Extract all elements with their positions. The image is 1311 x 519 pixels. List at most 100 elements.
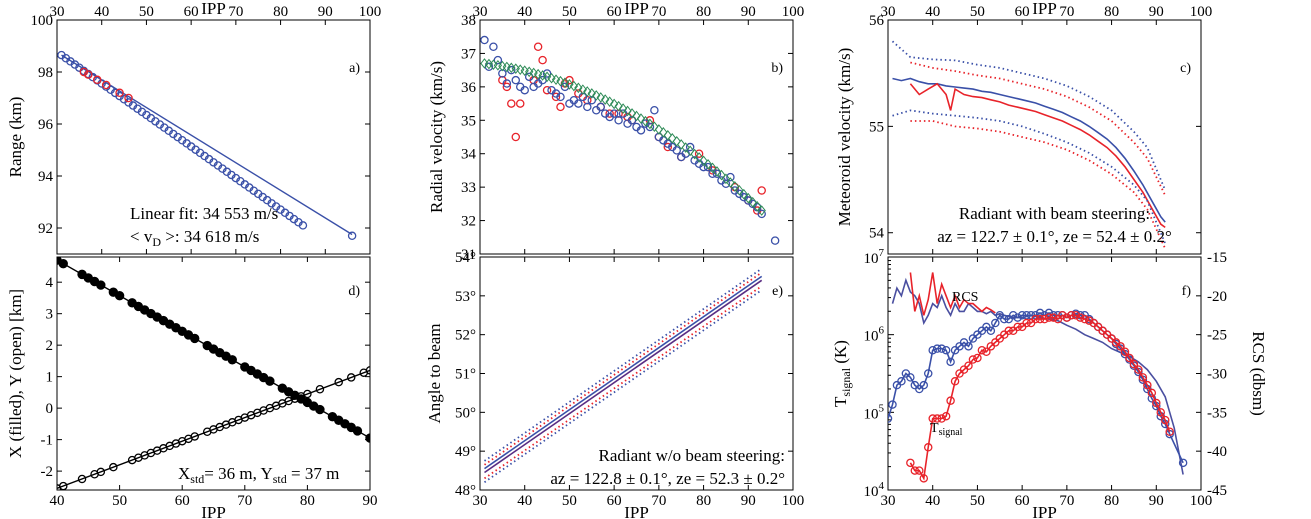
data-point [101,80,111,90]
plot-frame [56,19,371,255]
y-tick-label: 105 [864,402,885,422]
data-point [551,92,561,102]
data-point [578,84,587,95]
x-tick-label: 40 [517,4,532,20]
y-tick-label: 55 [869,119,884,135]
data-point [365,433,370,443]
x-tick-label: 30 [881,4,896,20]
y2-tick-label: -30 [1207,367,1227,383]
x-tick-label: 60 [607,4,622,20]
x-tick-label: 100 [1190,4,1213,20]
y2-tick-label: -40 [1207,444,1227,460]
x-tick-label: 80 [696,493,711,509]
data-point [574,99,583,108]
x-tick-label: 80 [300,493,315,509]
panel-d-xy-position: 40 50 60 70 80 90 -2 -1 0 1 2 3 4 IPP X (filled), Y (o… [6,256,378,519]
data-point [654,124,663,135]
data-point [525,66,534,78]
data-point [672,135,681,147]
data-point [520,65,529,77]
data-point [1013,313,1022,322]
tsignal-line [909,314,1171,481]
data-point [694,152,704,163]
x-tick-label: 80 [1104,4,1119,20]
data-point [686,145,695,157]
y-tick-label: 4 [46,275,54,291]
annotation-fit: Linear fit: 34 553 m/s [130,204,278,223]
data-point [1076,313,1085,322]
y-tick-label: 0 [46,401,54,417]
x-tick-label: 70 [228,4,243,20]
data-point [708,169,717,179]
data-point [641,115,650,127]
x-tick-label: 70 [237,493,252,509]
data-point [1084,316,1094,325]
data-point [587,95,597,105]
data-point [515,99,525,108]
data-point [757,209,766,219]
y-axis-label: Radial velocity (km/s) [427,61,446,213]
data-point [84,70,93,79]
data-point [347,231,357,241]
data-point [493,55,503,65]
data-point [690,148,699,160]
data-point [1013,322,1022,332]
confidence-line [910,61,1167,196]
x-tick-label: 90 [1149,493,1164,509]
x-axis-label: IPP [1032,503,1057,519]
data-point [928,414,937,423]
x-axis-label-top: IPP [201,0,226,18]
data-point [346,373,356,382]
data-point [533,68,543,80]
data-point [502,79,512,88]
data-point [650,106,659,115]
velocity-line [892,77,1166,223]
data-point [919,380,929,390]
data-point [623,105,632,117]
data-point [480,35,489,45]
data-point [315,384,325,394]
data-point [977,345,987,355]
y-tick-label: 92 [38,221,53,237]
data-point [1125,353,1134,363]
x-tick-label: 80 [696,4,711,20]
y-tick-label: 100 [31,13,54,29]
data-point [650,121,659,132]
data-point [991,318,1000,328]
y-tick-label: 51° [455,367,476,383]
panel-a-range: 30 40 50 60 70 80 90 100 92 94 96 98 100 IPP Range (km… [6,0,381,255]
confidence-line [891,40,1167,191]
data-point [315,404,325,415]
y-tick-label: 94 [38,169,54,185]
y-tick-label: 96 [38,117,54,133]
data-point [114,291,125,301]
y-tick-label: 48° [455,483,476,499]
data-point [1116,342,1125,351]
plot-area [57,50,357,241]
data-point [352,426,363,436]
data-point [694,149,704,158]
plot-area [483,267,763,483]
data-point [1129,359,1139,369]
x-tick-label: 50 [112,493,127,509]
y-tick-label: 49° [455,444,476,460]
data-point [941,345,951,355]
data-point [645,118,655,130]
data-point [560,82,570,92]
data-point [726,172,735,182]
data-point [703,159,713,170]
x-tick-label: 90 [741,4,756,20]
data-point [753,201,762,212]
data-point [1017,310,1027,320]
data-point [511,132,521,142]
x-tick-label: 90 [741,493,756,509]
data-point [1004,326,1013,336]
annotation-az-ze: az = 122.7 ± 0.1°, ze = 52.4 ± 0.2° [937,227,1172,246]
rcs-line [891,277,1184,475]
x-tick-label: 40 [94,4,109,20]
data-point [569,80,579,92]
data-point [502,82,512,92]
x-tick-label: 100 [782,493,805,509]
data-point [1062,313,1072,322]
data-point [77,474,87,484]
